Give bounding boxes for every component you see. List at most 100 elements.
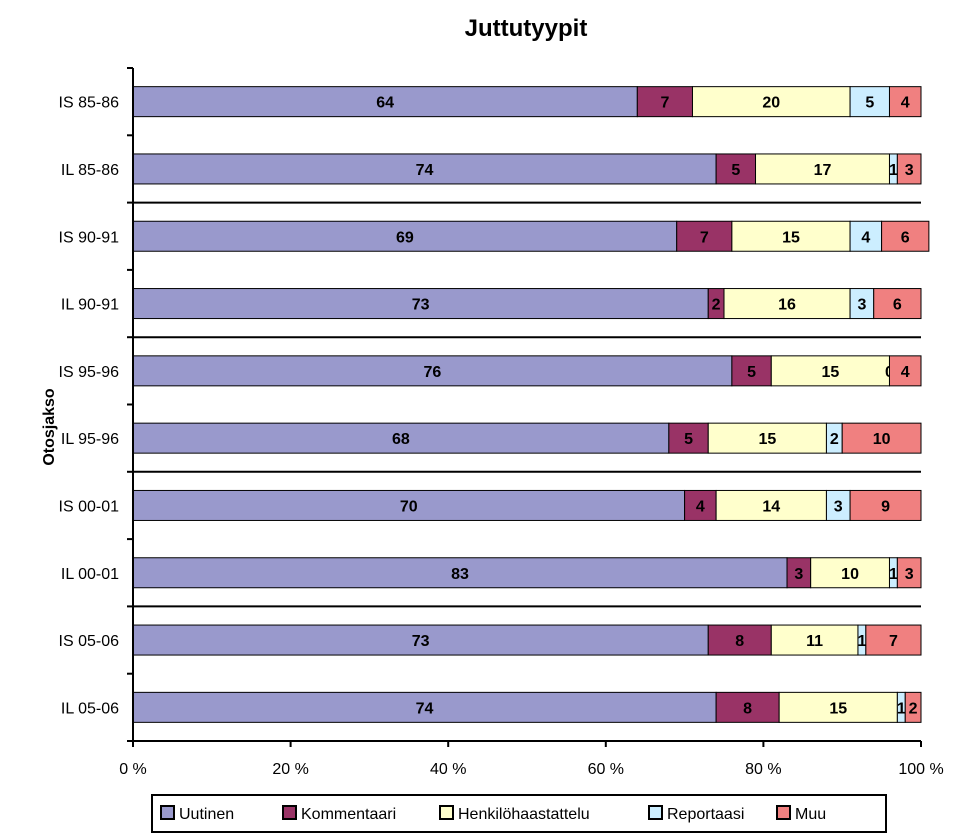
category-label: IL 95-96	[61, 431, 119, 448]
legend-label: Uutinen	[179, 806, 234, 823]
bar-uutinen	[132, 557, 788, 589]
data-label: 5	[865, 95, 874, 112]
data-label: 7	[660, 95, 669, 112]
bar-muu	[904, 691, 922, 723]
bar-kommentaari	[715, 691, 780, 723]
y-axis-label: Otosjakso	[41, 388, 58, 466]
data-label: 73	[412, 633, 430, 650]
data-label: 5	[684, 431, 693, 448]
legend-swatch	[160, 805, 175, 820]
bar-muu	[881, 220, 930, 252]
data-label: 8	[743, 700, 752, 717]
data-label: 83	[451, 566, 469, 583]
x-tick-label: 40 %	[430, 761, 466, 778]
bar-uutinen	[132, 489, 686, 521]
legend-swatch	[439, 805, 454, 820]
bar-muu	[865, 624, 922, 656]
bar-muu	[888, 86, 922, 118]
x-tick-label: 60 %	[588, 761, 624, 778]
category-label: IL 05-06	[61, 700, 119, 717]
legend-swatch	[648, 805, 663, 820]
data-label: 5	[731, 162, 740, 179]
data-label: 3	[794, 566, 803, 583]
category-label: IS 85-86	[59, 95, 120, 112]
data-label: 15	[758, 431, 776, 448]
legend: Uutinen Kommentaari Henkilöhaastattelu Repo…	[151, 794, 887, 833]
data-label: 6	[901, 229, 910, 246]
bar-kommentaari	[707, 624, 772, 656]
bar-henkilöhaastattelu	[707, 422, 827, 454]
data-label: 3	[834, 498, 843, 515]
category-label: IL 85-86	[61, 162, 119, 179]
data-label: 74	[416, 162, 434, 179]
x-tick-label: 20 %	[272, 761, 308, 778]
bar-henkilöhaastattelu	[723, 288, 851, 320]
data-label: 17	[814, 162, 832, 179]
data-label: 9	[881, 498, 890, 515]
bar-muu	[873, 288, 922, 320]
data-label: 4	[901, 95, 910, 112]
category-label: IL 90-91	[61, 297, 119, 314]
data-label: 4	[696, 498, 705, 515]
data-label: 7	[700, 229, 709, 246]
x-tick-label: 100 %	[898, 761, 943, 778]
bar-muu	[841, 422, 922, 454]
bar-reportaasi	[849, 220, 883, 252]
data-label: 68	[392, 431, 410, 448]
bar-muu	[849, 489, 922, 521]
data-label: 70	[400, 498, 418, 515]
legend-label: Henkilöhaastattelu	[458, 806, 590, 823]
data-label: 76	[424, 364, 442, 381]
data-label: 3	[857, 297, 866, 314]
bar-muu	[888, 355, 922, 387]
bar-kommentaari	[636, 86, 693, 118]
data-label: 3	[905, 162, 914, 179]
data-label: 15	[829, 700, 847, 717]
data-label: 74	[416, 700, 434, 717]
data-label: 4	[901, 364, 910, 381]
category-label: IS 90-91	[59, 229, 120, 246]
data-label: 4	[861, 229, 870, 246]
data-label: 15	[821, 364, 839, 381]
bar-henkilöhaastattelu	[770, 355, 890, 387]
legend-label: Reportaasi	[667, 806, 744, 823]
data-label: 73	[412, 297, 430, 314]
legend-label: Kommentaari	[301, 806, 396, 823]
data-label: 8	[735, 633, 744, 650]
bar-henkilöhaastattelu	[691, 86, 851, 118]
category-label: IS 95-96	[59, 364, 120, 381]
data-label: 1	[889, 162, 898, 179]
legend-swatch	[282, 805, 297, 820]
data-label: 15	[782, 229, 800, 246]
data-label: 5	[747, 364, 756, 381]
bar-henkilöhaastattelu	[731, 220, 851, 252]
data-label: 1	[897, 700, 906, 717]
bar-uutinen	[132, 422, 670, 454]
data-label: 69	[396, 229, 414, 246]
data-label: 1	[889, 566, 898, 583]
bar-uutinen	[132, 624, 709, 656]
legend-frame	[151, 794, 887, 833]
data-label: 7	[889, 633, 898, 650]
data-label: 10	[841, 566, 859, 583]
data-label: 1	[857, 633, 866, 650]
data-label: 64	[376, 95, 394, 112]
x-tick-label: 0 %	[119, 761, 147, 778]
data-label: 2	[712, 297, 721, 314]
bar-uutinen	[132, 691, 717, 723]
bar-reportaasi	[849, 86, 890, 118]
data-label: 11	[806, 633, 823, 650]
data-label: 6	[893, 297, 902, 314]
bar-muu	[896, 153, 922, 185]
data-label: 10	[873, 431, 891, 448]
data-label: 16	[778, 297, 796, 314]
data-label: 3	[905, 566, 914, 583]
bar-muu	[896, 557, 922, 589]
data-label: 2	[909, 700, 918, 717]
data-label: 20	[762, 95, 780, 112]
legend-label: Muu	[795, 806, 826, 823]
bar-uutinen	[132, 86, 638, 118]
category-label: IS 05-06	[59, 633, 120, 650]
